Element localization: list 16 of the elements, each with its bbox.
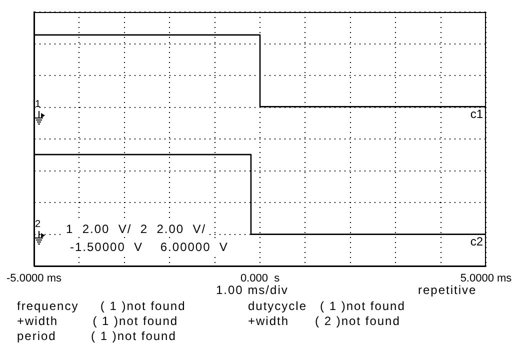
annotation: 1 2.00 V/ 2 2.00 V/: [64, 222, 208, 237]
series-label: c1: [470, 107, 484, 122]
text: frequency ( 1 )not found: [17, 299, 186, 313]
text: -1.50000 V 6.00000 V: [68, 240, 230, 255]
annotation: 2: [35, 219, 41, 230]
text: +width ( 1 )not found: [17, 314, 178, 328]
text: +width ( 2 )not found: [248, 314, 400, 328]
text: period ( 1 )not found: [17, 329, 176, 343]
x-tick-label: -5.0000 ms: [6, 272, 62, 285]
x-tick-label: 0.000 s: [240, 272, 280, 285]
series-label: c2: [470, 234, 484, 249]
text: dutycycle ( 1 )not found: [248, 299, 406, 313]
annotation: 1: [35, 99, 41, 110]
text: repetitive: [418, 283, 477, 297]
text: 1.00 ms/div: [216, 283, 288, 297]
x-tick-label: 5.0000 ms: [460, 272, 512, 285]
